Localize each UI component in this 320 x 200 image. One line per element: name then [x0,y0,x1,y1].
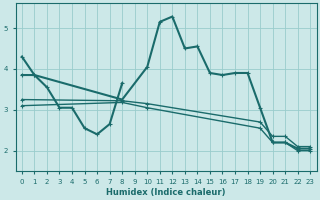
X-axis label: Humidex (Indice chaleur): Humidex (Indice chaleur) [106,188,226,197]
